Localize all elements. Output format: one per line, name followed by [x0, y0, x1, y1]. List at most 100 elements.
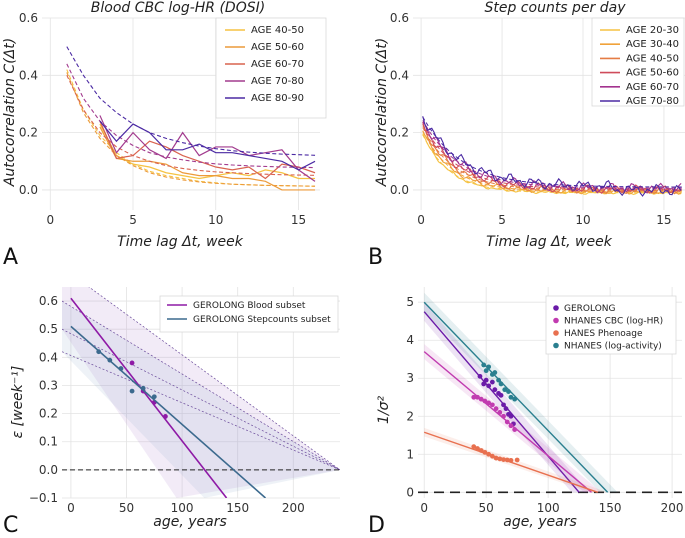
- confidence-band: [424, 292, 618, 493]
- x-tick-label: 10: [575, 213, 590, 227]
- data-point: [501, 413, 506, 419]
- fit-curve: [66, 75, 316, 176]
- fit-curve: [422, 127, 682, 191]
- panel-d-xlabel: age, years: [503, 514, 577, 530]
- data-point: [508, 413, 514, 419]
- y-tick-label: 1: [406, 447, 414, 461]
- y-tick-label: 0.0: [39, 463, 58, 477]
- panel-a-ylabel: Autocorrelation C(Δt): [2, 38, 18, 187]
- data-point: [471, 444, 477, 450]
- x-tick-label: 200: [661, 501, 684, 515]
- panel-d-label: D: [368, 513, 385, 538]
- fit-line: [70, 297, 228, 498]
- legend-entry: AGE 70-80: [626, 96, 679, 107]
- panel-a-xlabel: Time lag Δt, week: [117, 234, 244, 250]
- data-point: [163, 414, 168, 419]
- panel-b-series: [422, 116, 682, 197]
- data-point: [107, 357, 113, 363]
- legend-marker: [553, 342, 559, 349]
- panel-a: Blood CBC log-HR (DOSI) 0 5 10 150.00.20.40…: [2, 0, 327, 270]
- panel-c: 0 50 100 150 200 −0.1 0.0 0.1 0.2 0.3 0.4 0.5 0.6 ag…: [3, 287, 340, 538]
- panel-c-ticks: 0 50 100 150 200 −0.1 0.0 0.1 0.2 0.3 0.4 0.5 0.6: [29, 294, 305, 515]
- data-point: [118, 366, 124, 371]
- panel-d-series: [418, 292, 682, 494]
- fit-curve: [422, 123, 682, 190]
- panel-b-legend: AGE 20-30 AGE 30-40 AGE 40-50 AGE 50-60 AGE …: [600, 25, 679, 107]
- data-point: [489, 379, 495, 385]
- legend-entry: AGE 80-90: [251, 93, 304, 104]
- series-line: [422, 130, 682, 195]
- x-tick-label: 0: [46, 213, 54, 227]
- panel-b-ylabel: Autocorrelation C(Δt): [374, 38, 390, 187]
- data-point: [475, 446, 480, 451]
- legend-entry: GEROLONG Stepcounts subset: [193, 315, 331, 325]
- data-point: [502, 387, 508, 393]
- panel-c-plot-area: [62, 287, 340, 498]
- series-line: [422, 116, 682, 197]
- fit-curve: [422, 130, 682, 193]
- y-tick-label: 0.0: [19, 183, 38, 197]
- y-tick-label: 0.6: [19, 11, 38, 25]
- data-point: [506, 389, 511, 394]
- data-point: [493, 406, 499, 412]
- panel-b: Step counts per day 0 5 10 15 0.0 0.2 0.4 0.6 T…: [368, 0, 685, 270]
- panel-c-xlabel: age, years: [153, 514, 227, 530]
- fit-curve: [66, 46, 316, 156]
- legend-entry: GEROLONG: [564, 304, 616, 314]
- confidence-band-steps: [62, 301, 340, 498]
- y-tick-label: 3: [406, 371, 414, 385]
- y-tick-label: 0.4: [390, 68, 409, 82]
- data-point: [508, 394, 514, 400]
- data-point: [493, 455, 499, 461]
- y-tick-label: 0.5: [39, 322, 58, 336]
- fit-line: [70, 325, 267, 498]
- series-line: [99, 126, 316, 191]
- legend-entry: AGE 20-30: [626, 25, 679, 36]
- legend-entry: GEROLONG Blood subset: [193, 301, 306, 311]
- confidence-band: [424, 344, 602, 493]
- data-point: [498, 392, 504, 398]
- y-tick-label: 0.4: [39, 350, 58, 364]
- data-point: [508, 423, 514, 429]
- panel-d-ticks: 0 50 100 150 200 0 1 2 3 4 5: [406, 295, 683, 515]
- panel-b-legend-box: [591, 17, 685, 107]
- x-tick-label: 50: [479, 501, 494, 515]
- panel-a-title: Blood CBC log-HR (DOSI): [91, 0, 265, 16]
- panel-c-legend: GEROLONG Blood subset GEROLONG Stepcounts…: [167, 301, 331, 325]
- panel-a-legend-box: [215, 17, 327, 119]
- panel-d-plot-area: [418, 292, 682, 494]
- legend-entry: NHANES (log-activity): [564, 342, 662, 352]
- panel-b-title: Step counts per day: [484, 0, 626, 16]
- data-point: [481, 381, 487, 387]
- data-point: [96, 349, 102, 355]
- legend-entry: AGE 40-50: [626, 53, 679, 64]
- data-point: [486, 400, 492, 406]
- data-point: [498, 381, 504, 387]
- x-tick-label: 200: [282, 501, 305, 515]
- data-point: [482, 449, 488, 455]
- y-tick-label: 0.6: [390, 11, 409, 25]
- x-tick-label: 100: [537, 501, 560, 515]
- x-tick-label: 0: [417, 213, 425, 227]
- legend-entry: NHANES CBC (log-HR): [564, 317, 663, 327]
- data-point: [483, 368, 489, 374]
- data-point: [512, 396, 518, 402]
- x-tick-label: 150: [226, 501, 249, 515]
- y-tick-label: 0.2: [39, 407, 58, 421]
- data-point: [482, 398, 488, 404]
- legend-entry: HANES Phenoage: [564, 329, 643, 339]
- series-line: [99, 120, 316, 180]
- x-tick-label: 0: [420, 501, 428, 515]
- panel-a-series: [66, 46, 316, 191]
- x-tick-label: 15: [291, 213, 306, 227]
- panel-c-series: [62, 287, 340, 498]
- panel-d-legend-box: [545, 295, 677, 355]
- x-tick-label: 10: [208, 213, 223, 227]
- data-point: [508, 457, 514, 463]
- data-point: [475, 394, 480, 400]
- panel-d-ylabel: 1/σ²: [376, 396, 392, 424]
- data-point: [514, 457, 520, 463]
- y-tick-label: −0.1: [29, 491, 58, 505]
- data-point: [129, 360, 135, 366]
- panel-c-legend-box: [159, 295, 339, 333]
